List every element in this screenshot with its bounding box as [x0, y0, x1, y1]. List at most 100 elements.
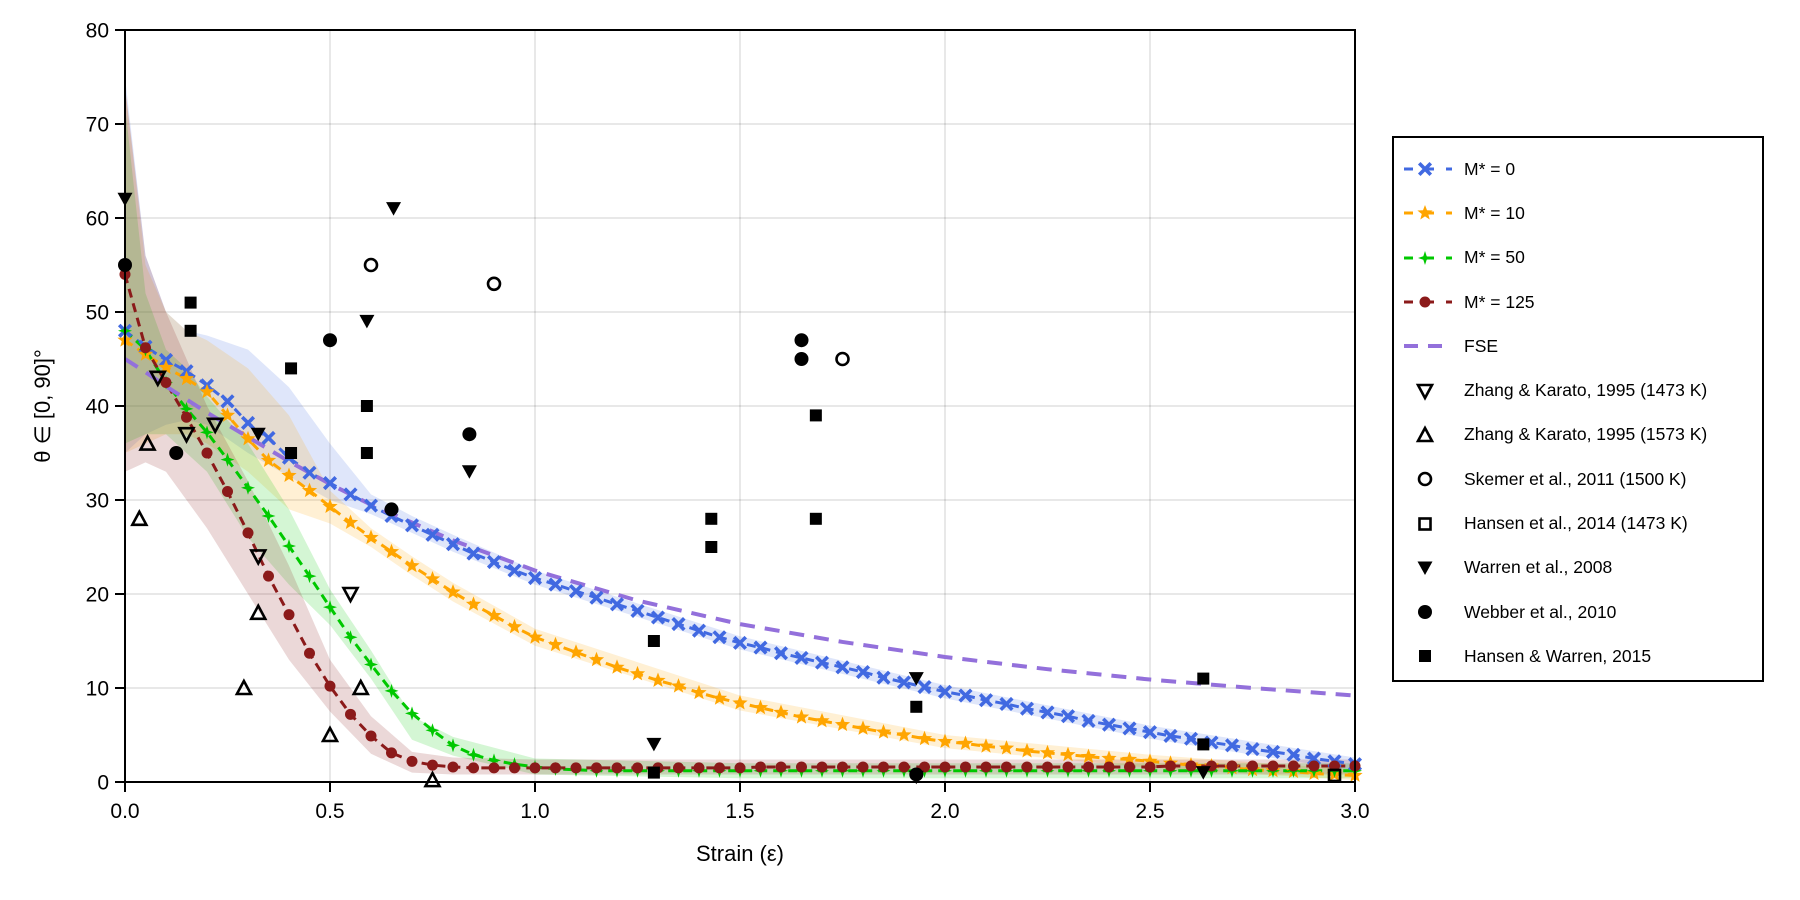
observation-point-6 — [184, 296, 197, 309]
y-tick-label: 30 — [86, 490, 109, 513]
y-tick-label: 50 — [86, 302, 109, 325]
series-marker-0 — [302, 465, 317, 480]
series-marker-0 — [712, 630, 727, 645]
legend-label: M* = 125 — [1464, 291, 1535, 312]
series-marker-0 — [240, 415, 256, 430]
series-marker-1 — [1039, 744, 1056, 760]
legend-marker — [1419, 296, 1431, 308]
series-marker-3 — [591, 762, 602, 774]
series-marker-0 — [220, 394, 235, 409]
x-tick-label: 0.5 — [315, 800, 344, 823]
x-tick-label: 1.0 — [520, 800, 549, 823]
series-marker-3 — [673, 762, 684, 774]
legend-marker — [1418, 516, 1432, 531]
series-marker-1 — [691, 684, 707, 700]
series-marker-3 — [611, 762, 623, 774]
series-marker-3 — [427, 759, 438, 771]
observation-point-0 — [341, 586, 360, 604]
series-marker-3 — [242, 527, 254, 539]
legend-entry: Zhang & Karato, 1995 (1473 K) — [1394, 368, 1762, 412]
observation-point-6 — [910, 700, 923, 713]
series-marker-0 — [1081, 713, 1096, 728]
observation-point-6 — [1197, 738, 1210, 751]
series-marker-2 — [364, 657, 378, 672]
observation-point-6 — [705, 512, 718, 525]
series-marker-0 — [794, 650, 809, 665]
series-marker-3 — [345, 708, 356, 720]
series-marker-1 — [383, 543, 400, 559]
series-marker-1 — [1019, 742, 1035, 758]
series-marker-1 — [855, 720, 871, 735]
legend-marker — [1417, 205, 1433, 220]
series-marker-0 — [1163, 728, 1178, 743]
observation-point-4 — [386, 202, 402, 216]
observation-point-5 — [794, 352, 809, 366]
legend-label: Webber et al., 2010 — [1464, 601, 1617, 622]
series-marker-0 — [958, 688, 973, 703]
series-marker-1 — [834, 716, 851, 732]
legend-swatch — [1404, 162, 1452, 177]
y-tick-label: 0 — [97, 772, 109, 795]
legend-marker — [1415, 425, 1435, 443]
series-marker-3 — [324, 680, 336, 692]
series-marker-3 — [365, 730, 377, 742]
series-marker-1 — [937, 733, 953, 749]
legend-marker — [1415, 383, 1435, 401]
series-marker-0 — [773, 646, 789, 661]
series-marker-2 — [425, 723, 440, 738]
series-marker-1 — [916, 730, 933, 746]
series-marker-0 — [425, 527, 440, 542]
series-marker-3 — [181, 411, 192, 423]
legend-label: Zhang & Karato, 1995 (1573 K) — [1464, 424, 1708, 445]
legend-entry: Skemer et al., 2011 (1500 K) — [1394, 457, 1762, 501]
series-marker-1 — [568, 644, 584, 659]
series-marker-2 — [220, 452, 235, 467]
series-marker-0 — [876, 670, 891, 685]
observation-point-1 — [320, 725, 340, 743]
series-marker-2 — [466, 747, 481, 762]
series-marker-3 — [488, 762, 500, 774]
series-marker-3 — [447, 761, 459, 773]
series-marker-0 — [732, 635, 748, 650]
observation-point-6 — [285, 447, 298, 459]
series-marker-1 — [158, 359, 174, 374]
series-marker-1 — [1121, 751, 1138, 766]
series-marker-1 — [178, 370, 195, 386]
series-marker-3 — [1247, 760, 1258, 772]
series-marker-3 — [1288, 760, 1299, 772]
series-marker-0 — [1060, 709, 1076, 724]
series-marker-1 — [588, 651, 605, 667]
observation-point-6 — [809, 409, 822, 422]
legend-marker — [1417, 471, 1433, 487]
series-markers — [117, 268, 1363, 782]
series-marker-3 — [837, 761, 848, 773]
series-marker-1 — [629, 665, 646, 681]
series-marker-0 — [568, 584, 584, 599]
series-marker-0 — [527, 570, 543, 586]
legend-label: Warren et al., 2008 — [1464, 557, 1613, 578]
series-marker-3 — [1308, 760, 1320, 772]
observation-point-5 — [462, 427, 477, 442]
series-marker-0 — [404, 518, 420, 533]
legend-label: FSE — [1464, 335, 1499, 356]
legend-entry: Zhang & Karato, 1995 (1573 K) — [1394, 413, 1762, 457]
series-marker-1 — [1142, 753, 1158, 768]
series-marker-0 — [1265, 744, 1281, 759]
series-marker-0 — [1245, 742, 1260, 757]
observation-point-0 — [206, 417, 225, 435]
series-marker-0 — [855, 664, 871, 680]
series-marker-1 — [670, 678, 687, 693]
observation-point-5 — [794, 333, 809, 348]
series-marker-3 — [1267, 760, 1279, 772]
series-marker-1 — [301, 482, 318, 498]
y-tick-label: 10 — [86, 678, 109, 701]
series-marker-0 — [917, 680, 932, 695]
series-marker-0 — [363, 498, 379, 513]
legend-swatch — [1417, 561, 1433, 575]
series-marker-0 — [1101, 717, 1117, 732]
legend-entry: Hansen & Warren, 2015 — [1394, 634, 1762, 678]
series-marker-3 — [1083, 761, 1094, 773]
series-marker-0 — [589, 590, 604, 605]
y-tick-label: 60 — [86, 208, 109, 231]
observation-point-1 — [249, 603, 268, 621]
